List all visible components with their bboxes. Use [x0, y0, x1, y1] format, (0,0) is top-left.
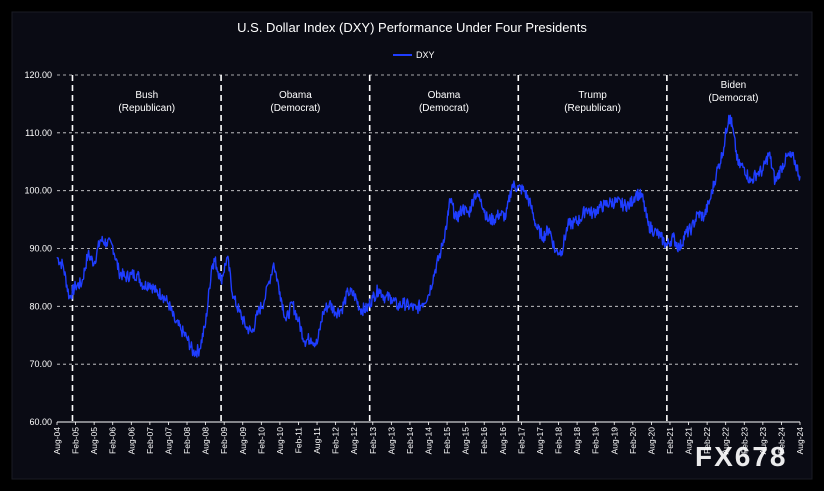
watermark: FX678 — [695, 441, 788, 472]
x-tick-label: Aug-17 — [535, 427, 545, 455]
x-tick-label: Feb-21 — [665, 427, 675, 454]
x-tick-label: Feb-24 — [776, 427, 786, 454]
x-tick-label: Feb-16 — [479, 427, 489, 454]
x-tick-label: Feb-23 — [739, 427, 749, 454]
x-tick-label: Aug-11 — [312, 427, 322, 454]
president-labels: Bush (Republican) Obama (Democrat) Obama (Dem… — [118, 80, 758, 114]
dxy-series-line — [56, 114, 801, 358]
x-tick-label: Feb-22 — [702, 427, 712, 454]
x-tick-label: Aug-20 — [646, 427, 656, 455]
x-tick-label: Aug-08 — [201, 427, 211, 455]
x-tick-label: Aug-07 — [163, 427, 173, 455]
x-tick-label: Feb-11 — [293, 427, 303, 454]
y-tick-label: 90.00 — [29, 244, 52, 254]
x-tick-label: Feb-10 — [256, 427, 266, 454]
x-tick-label: Aug-24 — [795, 427, 805, 455]
x-tick-label: Feb-09 — [219, 427, 229, 454]
x-tick-label: Feb-07 — [145, 427, 155, 454]
x-tick-label: Aug-06 — [126, 427, 136, 455]
x-tick-label: Feb-14 — [405, 427, 415, 454]
x-tick-label: Feb-17 — [516, 427, 526, 454]
y-tick-label: 100.00 — [24, 186, 52, 196]
x-tick-label: Aug-16 — [498, 427, 508, 455]
x-tick-label: Feb-13 — [368, 427, 378, 454]
president-name: Bush — [135, 90, 158, 101]
president-party: (Democrat) — [708, 93, 758, 104]
president-name: Obama — [428, 90, 461, 101]
chart-panel — [11, 11, 813, 480]
y-tick-label: 110.00 — [25, 128, 52, 138]
x-tick-label: Feb-05 — [71, 427, 81, 454]
chart-title: U.S. Dollar Index (DXY) Performance Unde… — [237, 20, 587, 35]
x-axis: Aug-04 Feb-05 Aug-05 Feb-06 Aug-06 Feb-07 Aug-… — [52, 422, 805, 454]
x-tick-label: Aug-23 — [758, 427, 768, 455]
x-tick-label: Feb-12 — [331, 427, 341, 454]
legend-label: DXY — [416, 50, 435, 60]
x-tick-label: Aug-19 — [609, 427, 619, 455]
x-tick-label: Aug-14 — [424, 427, 434, 455]
president-party: (Republican) — [118, 103, 175, 114]
president-party: (Democrat) — [419, 103, 469, 114]
x-tick-label: Aug-10 — [275, 427, 285, 455]
x-tick-label: Aug-04 — [52, 427, 62, 455]
president-dividers — [71, 75, 668, 422]
x-tick-label: Aug-15 — [461, 427, 471, 455]
y-tick-label: 70.00 — [29, 359, 52, 369]
x-tick-label: Aug-12 — [349, 427, 359, 455]
y-tick-label: 120.00 — [24, 70, 52, 80]
x-tick-label: Aug-21 — [684, 427, 694, 455]
x-tick-label: Feb-06 — [108, 427, 118, 454]
x-tick-label: Feb-20 — [628, 427, 638, 454]
y-tick-label: 60.00 — [29, 417, 52, 427]
x-tick-label: Aug-18 — [572, 427, 582, 455]
x-tick-label: Aug-13 — [386, 427, 396, 455]
y-tick-label: 80.00 — [29, 301, 52, 311]
y-grid: 60.00 70.00 80.00 90.00 100.00 110.00 120.00 — [24, 70, 800, 427]
x-tick-label: Aug-22 — [721, 427, 731, 455]
president-name: Biden — [721, 80, 747, 91]
president-party: (Republican) — [564, 103, 621, 114]
x-tick-label: Feb-19 — [591, 427, 601, 454]
legend: DXY — [393, 50, 435, 60]
x-tick-label: Aug-09 — [238, 427, 248, 455]
president-name: Obama — [279, 90, 312, 101]
x-tick-label: Feb-08 — [182, 427, 192, 454]
president-name: Trump — [578, 90, 607, 101]
x-tick-label: Feb-18 — [554, 427, 564, 454]
x-tick-label: Feb-15 — [442, 427, 452, 454]
x-tick-label: Aug-05 — [89, 427, 99, 455]
president-party: (Democrat) — [270, 103, 320, 114]
